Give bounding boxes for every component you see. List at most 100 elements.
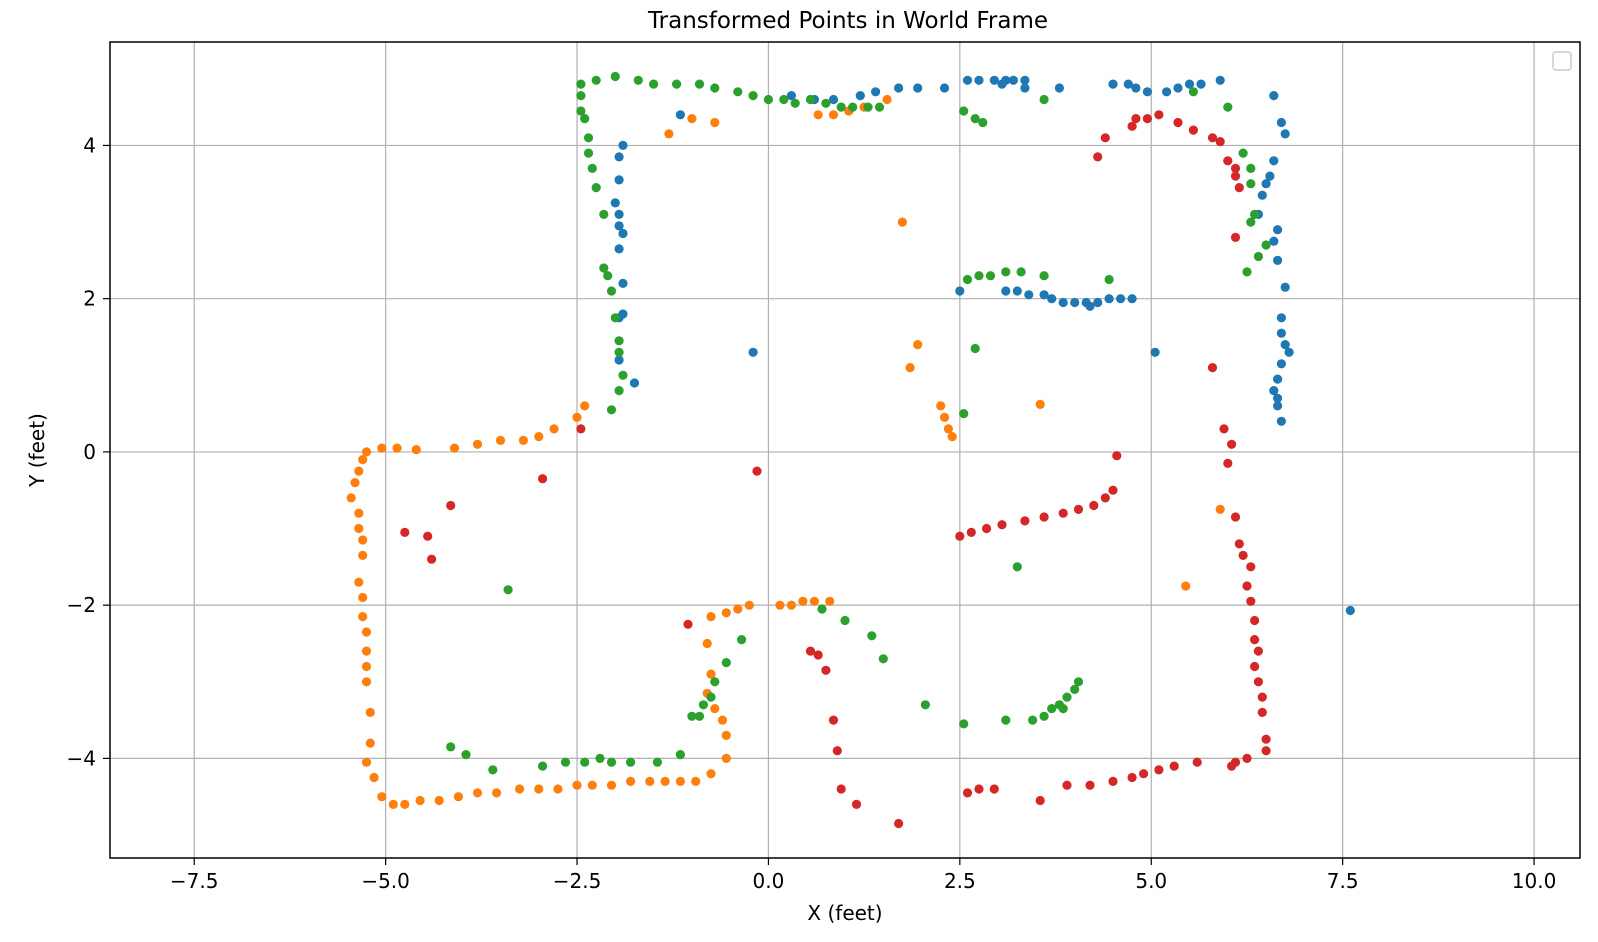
scatter-point <box>1020 75 1030 85</box>
scatter-point <box>1276 359 1286 369</box>
scatter-point <box>1230 163 1241 173</box>
scatter-point <box>962 75 973 85</box>
scatter-point <box>1058 704 1068 714</box>
scatter-point <box>614 152 624 162</box>
scatter-point <box>572 780 582 790</box>
scatter-point <box>989 784 999 794</box>
scatter-point <box>1273 255 1283 265</box>
scatter-point <box>576 106 586 116</box>
scatter-point <box>1269 156 1279 166</box>
scatter-point <box>1246 217 1256 227</box>
scatter-point <box>672 79 682 89</box>
scatter-point <box>832 746 842 756</box>
scatter-point <box>1047 294 1057 304</box>
scatter-point <box>1028 715 1038 725</box>
scatter-point <box>1035 795 1045 806</box>
scatter-point <box>1054 83 1064 93</box>
scatter-point <box>365 738 375 748</box>
scatter-point <box>1047 704 1057 714</box>
scatter-point <box>660 776 670 787</box>
scatter-point <box>1024 290 1034 300</box>
scatter-point <box>1246 163 1256 173</box>
x-tick-label: 10.0 <box>1512 869 1557 893</box>
scatter-point <box>645 776 655 787</box>
scatter-point <box>587 780 597 790</box>
scatter-point <box>698 700 709 710</box>
scatter-point <box>694 79 705 89</box>
scatter-point <box>748 347 758 357</box>
scatter-point <box>1257 692 1267 702</box>
scatter-point <box>1173 117 1183 128</box>
scatter-point <box>955 286 965 296</box>
y-tick-label: 0 <box>83 440 96 464</box>
scatter-point <box>1039 711 1049 721</box>
plot-area-frame <box>109 41 1581 859</box>
scatter-point <box>775 600 785 610</box>
scatter-point <box>1234 183 1244 193</box>
scatter-point <box>606 780 617 790</box>
scatter-point <box>595 753 605 764</box>
scatter-point <box>361 661 372 672</box>
scatter-point <box>974 271 984 281</box>
scatter-point <box>1242 753 1252 764</box>
scatter-point <box>939 412 950 422</box>
scatter-point <box>959 409 969 419</box>
scatter-point <box>415 795 425 806</box>
scatter-point <box>449 443 460 453</box>
scatter-point <box>721 658 731 668</box>
scatter-point <box>1020 516 1030 526</box>
scatter-point <box>1223 458 1233 468</box>
scatter-point <box>1192 757 1202 767</box>
scatter-point <box>1073 677 1084 687</box>
scatter-point <box>1276 416 1286 426</box>
scatter-point <box>358 612 368 622</box>
scatter-point <box>1116 294 1126 304</box>
scatter-point <box>1154 765 1164 775</box>
scatter-point <box>354 508 364 518</box>
scatter-point <box>603 271 613 281</box>
scatter-point <box>610 198 620 208</box>
scatter-point <box>706 669 716 679</box>
scatter-point <box>1162 87 1172 97</box>
scatter-point <box>1150 347 1160 357</box>
scatter-point <box>1142 87 1152 97</box>
scatter-point <box>848 102 858 112</box>
scatter-point <box>828 110 839 120</box>
scatter-point <box>538 474 548 484</box>
scatter-point <box>1253 646 1263 656</box>
scatter-point <box>955 531 965 541</box>
scatter-point <box>970 343 980 354</box>
scatter-point <box>1016 267 1026 277</box>
scatter-point <box>377 443 387 453</box>
scatter-point <box>1188 125 1198 135</box>
scatter-point <box>982 523 992 534</box>
scatter-point <box>1269 386 1279 396</box>
scatter-point <box>495 435 506 445</box>
series-2 <box>346 94 1225 810</box>
scatter-point <box>962 274 973 285</box>
scatter-point <box>488 765 498 775</box>
scatter-point <box>560 757 571 767</box>
scatter-point <box>576 424 586 434</box>
scatter-point <box>1001 286 1011 296</box>
scatter-point <box>1273 225 1283 235</box>
scatter-point <box>1269 91 1279 101</box>
scatter-point <box>1020 83 1030 93</box>
scatter-point <box>1261 240 1271 250</box>
scatter-point <box>1108 485 1118 495</box>
scatter-point <box>1242 581 1252 591</box>
scatter-point <box>354 523 364 534</box>
scatter-point <box>618 228 628 239</box>
scatter-point <box>1070 684 1080 695</box>
scatter-point <box>706 692 716 702</box>
scatter-point <box>710 677 720 687</box>
series-3 <box>446 71 1271 775</box>
scatter-point <box>358 592 368 603</box>
scatter-point <box>840 615 850 626</box>
scatter-point <box>683 619 693 629</box>
scatter-point <box>905 363 915 373</box>
scatter-point <box>1257 707 1267 718</box>
scatter-point <box>1253 677 1263 687</box>
scatter-point <box>576 91 586 101</box>
